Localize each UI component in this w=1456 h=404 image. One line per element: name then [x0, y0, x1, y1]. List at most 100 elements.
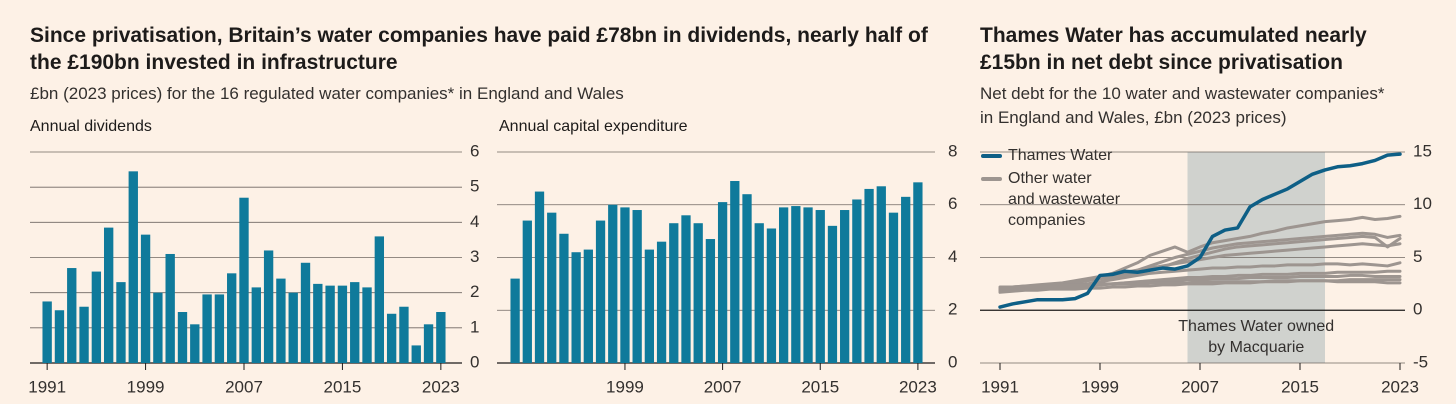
x-tick-label: 1999 [127, 377, 165, 396]
bar [571, 252, 581, 363]
y-tick-label: 2 [470, 282, 479, 301]
annotation: Thames Water owned by Macquarie [1178, 318, 1335, 356]
y-tick-label: 2 [948, 300, 957, 319]
bar [852, 199, 862, 363]
bar [140, 234, 151, 363]
chart-title: Thames Water has accumulated nearly £15b… [980, 24, 1367, 74]
bar [227, 273, 237, 363]
bar [362, 287, 372, 363]
bar [840, 210, 850, 363]
bar [177, 312, 188, 363]
bar [374, 236, 385, 363]
legend-label: Other water and wastewater companies [1008, 170, 1121, 229]
bar [534, 191, 545, 363]
bar [116, 282, 126, 363]
y-tick-label: 8 [948, 141, 957, 160]
y-tick-label: 6 [470, 141, 479, 160]
bar [583, 249, 593, 363]
bar [608, 204, 618, 363]
x-tick-label: 2007 [704, 377, 742, 396]
bar [263, 250, 274, 363]
bar [656, 241, 667, 363]
x-tick-label: 2015 [801, 377, 839, 396]
bar [423, 324, 434, 363]
bar [522, 220, 532, 363]
bar [620, 207, 630, 363]
bar [325, 285, 335, 363]
bar [399, 306, 409, 363]
bar [79, 306, 89, 363]
bar [67, 268, 77, 363]
bar [214, 294, 225, 363]
x-tick-label: 2015 [1281, 377, 1319, 396]
x-tick-label: 1991 [28, 377, 66, 396]
bar [705, 239, 716, 363]
headline-title: Since privatisation, Britain’s water com… [30, 24, 928, 74]
x-tick-label: 2007 [1181, 377, 1219, 396]
bar [864, 188, 874, 363]
bar [888, 212, 899, 363]
bar [510, 278, 520, 363]
bar [350, 282, 360, 363]
bar [103, 227, 114, 363]
bar [815, 210, 825, 363]
headline-subtitle: £bn (2023 prices) for the 16 regulated w… [30, 84, 624, 103]
line [998, 273, 1402, 291]
bar [313, 283, 323, 363]
x-tick-label: 2023 [1381, 377, 1419, 396]
bar [559, 233, 569, 363]
bar [436, 312, 446, 363]
chart-subtitle: Net debt for the 10 water and wastewater… [980, 84, 1385, 127]
y-tick-label: 0 [470, 352, 479, 371]
bar [153, 292, 163, 363]
x-tick-label: 1999 [606, 377, 644, 396]
bar [190, 324, 200, 363]
bar [300, 262, 311, 363]
y-tick-label: 0 [1413, 300, 1422, 319]
y-tick-label: 4 [470, 212, 479, 231]
bar [239, 197, 249, 363]
y-tick-label: 5 [470, 177, 479, 196]
bar [128, 171, 138, 363]
bar [901, 196, 911, 363]
x-tick-label: 2023 [422, 377, 460, 396]
line [998, 152, 1402, 309]
x-tick-label: 2015 [324, 377, 362, 396]
y-tick-label: 1 [470, 317, 479, 336]
bar [717, 202, 728, 363]
bar [876, 186, 886, 363]
y-tick-label: 5 [1413, 247, 1422, 266]
chart-title: Annual capital expenditure [499, 118, 688, 135]
bar [288, 292, 298, 363]
bar [42, 301, 52, 363]
bar [54, 310, 65, 363]
bar [386, 313, 397, 363]
bar [669, 223, 679, 363]
bar [742, 194, 752, 363]
bar [595, 220, 606, 363]
bar [803, 207, 813, 363]
y-tick-label: -5 [1413, 352, 1428, 371]
x-tick-label: 1991 [981, 377, 1019, 396]
bar [276, 278, 286, 363]
bar [165, 253, 175, 363]
bar [202, 294, 212, 363]
bar [644, 249, 655, 363]
bar [681, 215, 691, 363]
bar [913, 182, 923, 363]
x-tick-label: 2023 [899, 377, 937, 396]
bar [791, 206, 801, 363]
bar [632, 210, 642, 363]
bar [411, 345, 421, 363]
y-tick-label: 6 [948, 194, 957, 213]
y-tick-label: 0 [948, 352, 957, 371]
bar [547, 212, 557, 363]
x-tick-label: 1999 [1081, 377, 1119, 396]
bar [251, 287, 261, 363]
line [998, 279, 1402, 289]
y-tick-label: 10 [1413, 194, 1432, 213]
legend-label: Thames Water [1008, 147, 1113, 164]
bar [337, 285, 348, 363]
